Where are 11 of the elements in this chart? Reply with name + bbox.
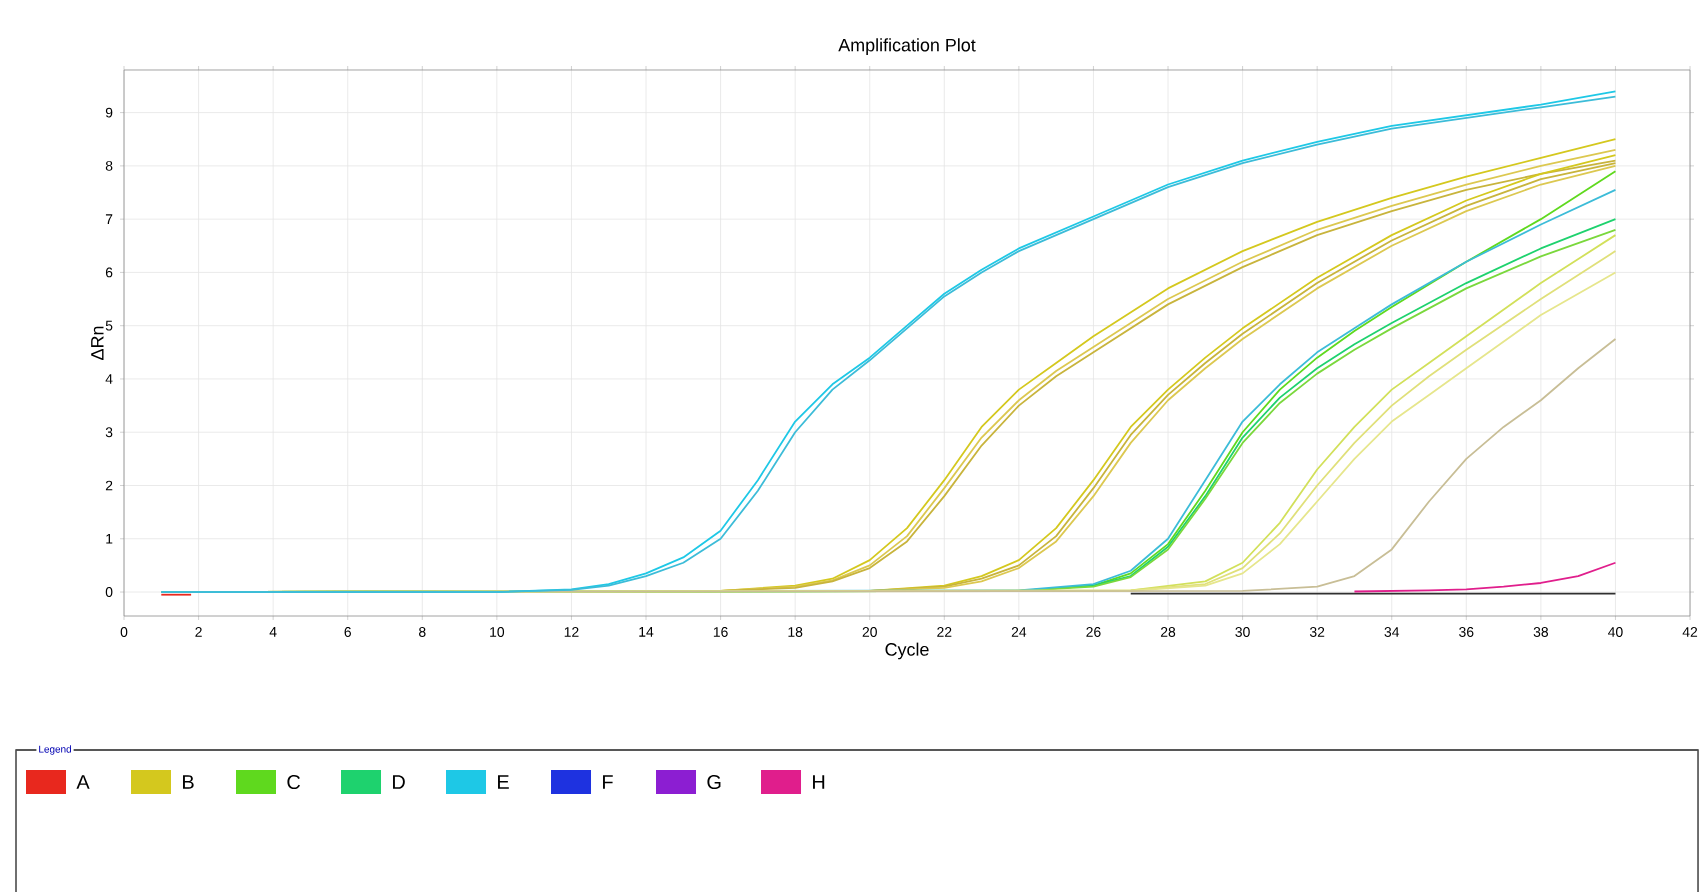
y-axis-title: ΔRn xyxy=(91,326,104,360)
legend-label: B xyxy=(183,775,194,789)
legend-label: H xyxy=(813,775,825,789)
x-axis-title: Cycle xyxy=(885,642,929,660)
legend-label: C xyxy=(287,774,301,790)
legend-label: D xyxy=(393,775,405,789)
chart-title: Amplification Plot xyxy=(838,38,976,55)
legend-label: F xyxy=(603,775,613,789)
legend-label: G xyxy=(707,774,721,790)
legend-label: A xyxy=(76,775,90,789)
legend-label: E xyxy=(498,775,509,789)
